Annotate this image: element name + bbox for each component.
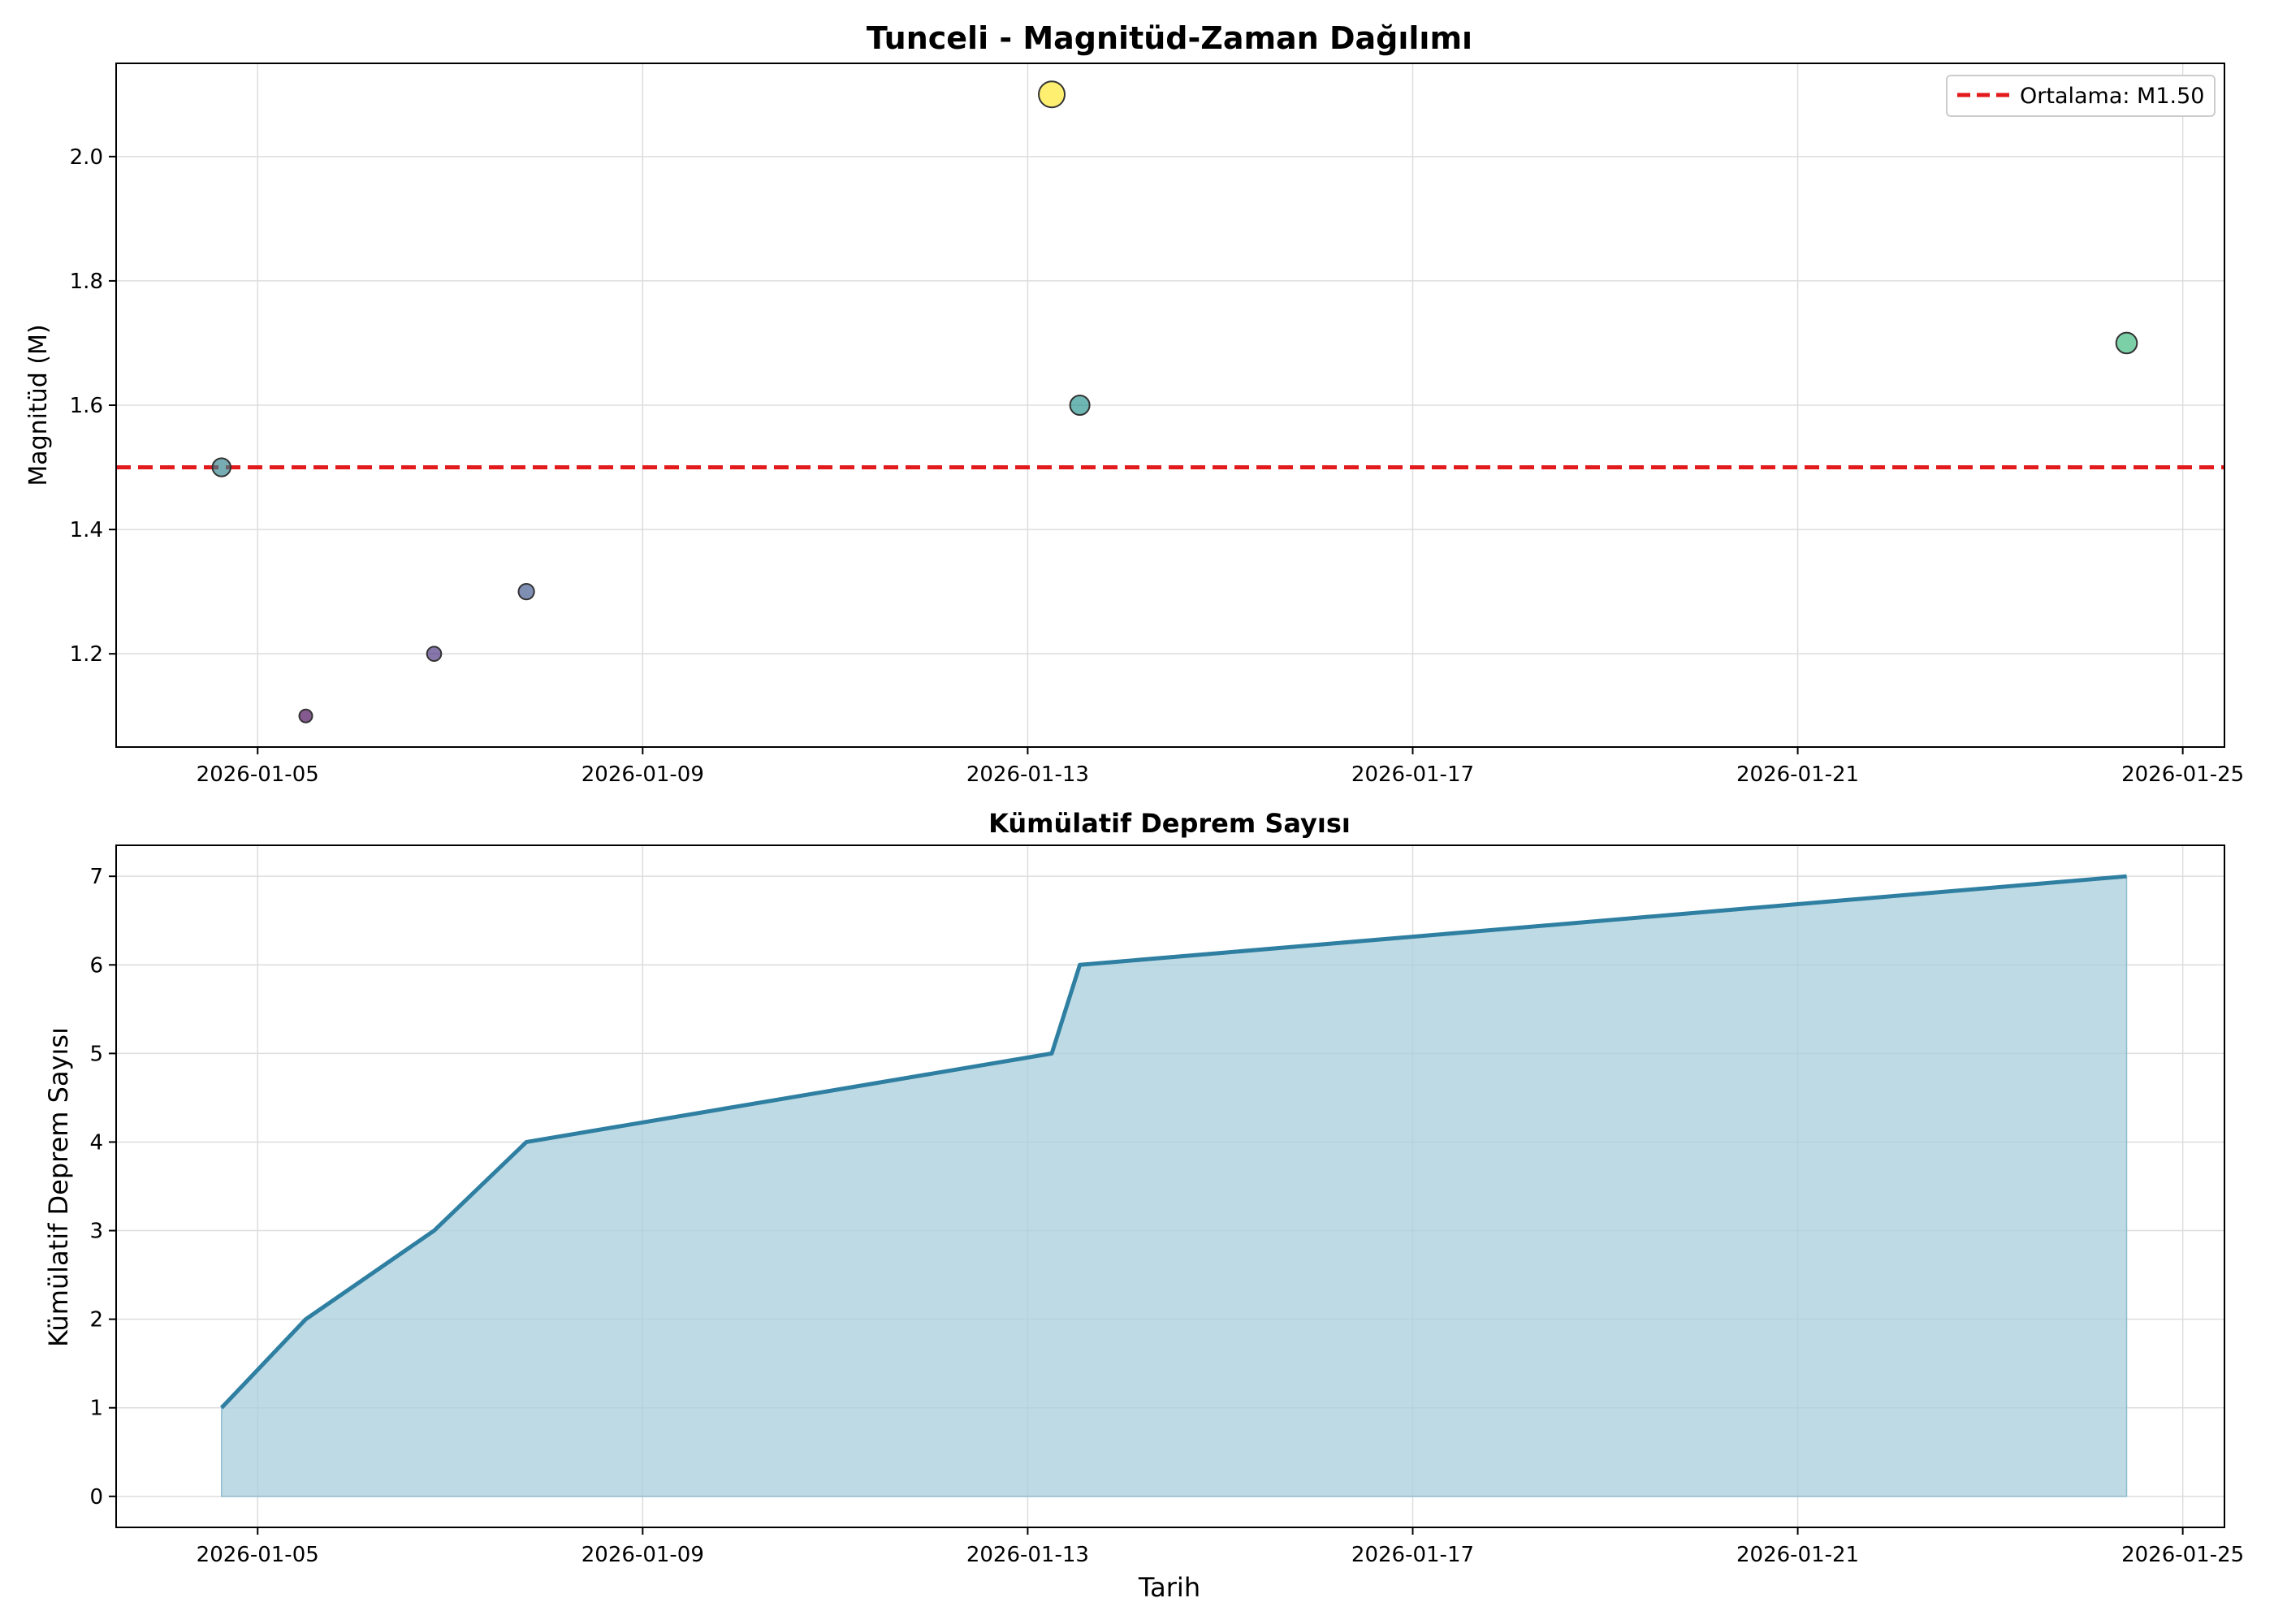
y-axis-label: Magnitüd (M) bbox=[24, 324, 53, 486]
earthquake-point bbox=[1038, 80, 1066, 109]
earthquake-point bbox=[211, 457, 231, 477]
y-tick-label: 2.0 bbox=[70, 145, 103, 170]
y-axis-ticks: 0 1 2 3 4 5 6 7 bbox=[89, 865, 116, 1510]
x-tick-label: 2026-01-09 bbox=[581, 1543, 704, 1567]
y-tick-label: 1.4 bbox=[70, 518, 103, 542]
x-tick-label: 2026-01-21 bbox=[1736, 1543, 1859, 1567]
x-tick-label: 2026-01-17 bbox=[1351, 1543, 1474, 1567]
x-tick-label: 2026-01-17 bbox=[1351, 762, 1474, 787]
magnitude-time-panel: Tunceli - Magnitüd-Zaman Dağılımı 2026-0… bbox=[24, 20, 2244, 787]
x-tick-label: 2026-01-13 bbox=[966, 1543, 1089, 1567]
y-axis-label: Kümülatif Deprem Sayısı bbox=[43, 1027, 74, 1347]
plot-frame bbox=[115, 844, 2225, 1528]
legend-entry-mean: Ortalama: M1.50 bbox=[2020, 84, 2204, 109]
earthquake-point bbox=[2115, 331, 2138, 355]
earthquake-point bbox=[1069, 395, 1091, 416]
x-tick-label: 2026-01-05 bbox=[197, 1543, 319, 1567]
y-tick-label: 0 bbox=[89, 1485, 103, 1510]
chart-title: Tunceli - Magnitüd-Zaman Dağılımı bbox=[867, 20, 1472, 56]
x-tick-label: 2026-01-21 bbox=[1736, 762, 1859, 787]
y-tick-label: 2 bbox=[89, 1308, 103, 1332]
x-tick-label: 2026-01-09 bbox=[581, 762, 704, 787]
x-axis-label: Tarih bbox=[1138, 1572, 1200, 1603]
y-axis-ticks: 1.2 1.4 1.6 1.8 2.0 bbox=[70, 145, 116, 667]
earthquake-point bbox=[426, 646, 443, 662]
x-tick-label: 2026-01-13 bbox=[966, 762, 1089, 787]
x-axis-ticks: 2026-01-05 2026-01-09 2026-01-13 2026-01-17… bbox=[197, 747, 2244, 787]
x-axis-ticks: 2026-01-05 2026-01-09 2026-01-13 2026-01-17… bbox=[197, 1527, 2244, 1567]
y-tick-label: 3 bbox=[89, 1220, 103, 1244]
legend-box bbox=[1946, 75, 2216, 117]
cumulative-series bbox=[219, 874, 2128, 1497]
scatter-points bbox=[211, 80, 2138, 723]
chart-title: Kümülatif Deprem Sayısı bbox=[988, 808, 1351, 839]
y-tick-label: 4 bbox=[89, 1130, 103, 1155]
y-tick-label: 1.2 bbox=[70, 642, 103, 667]
y-tick-label: 5 bbox=[89, 1042, 103, 1066]
cumulative-count-panel: Kümülatif Deprem Sayısı 2026-01-05 2026-0… bbox=[43, 808, 2244, 1603]
x-tick-label: 2026-01-05 bbox=[197, 762, 319, 787]
x-tick-label: 2026-01-25 bbox=[2121, 762, 2244, 787]
earthquake-point bbox=[517, 583, 535, 601]
earthquake-point bbox=[298, 708, 313, 723]
grid bbox=[116, 63, 2224, 747]
cumulative-line bbox=[219, 874, 2127, 1410]
y-tick-label: 6 bbox=[89, 953, 103, 978]
x-tick-label: 2026-01-25 bbox=[2121, 1543, 2244, 1567]
y-tick-label: 1.6 bbox=[70, 394, 103, 418]
y-tick-label: 1.8 bbox=[70, 270, 103, 294]
y-tick-label: 7 bbox=[89, 865, 103, 889]
y-tick-label: 1 bbox=[89, 1397, 103, 1421]
legend: Ortalama: M1.50 bbox=[1946, 75, 2216, 117]
